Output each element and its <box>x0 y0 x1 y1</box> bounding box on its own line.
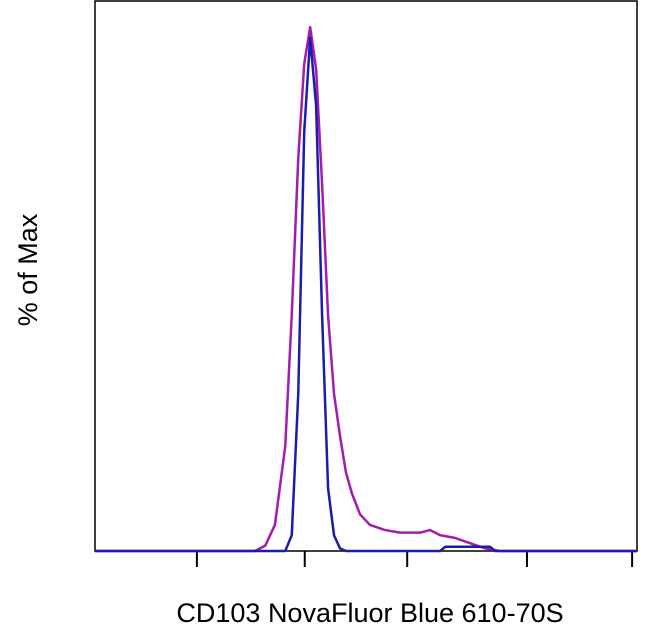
plot-frame <box>94 0 638 552</box>
histogram-line <box>95 25 637 553</box>
y-axis-label: % of Max <box>13 213 43 326</box>
x-axis-label: CD103 NovaFluor Blue 610-70S <box>176 598 563 628</box>
histogram-line <box>95 36 637 553</box>
